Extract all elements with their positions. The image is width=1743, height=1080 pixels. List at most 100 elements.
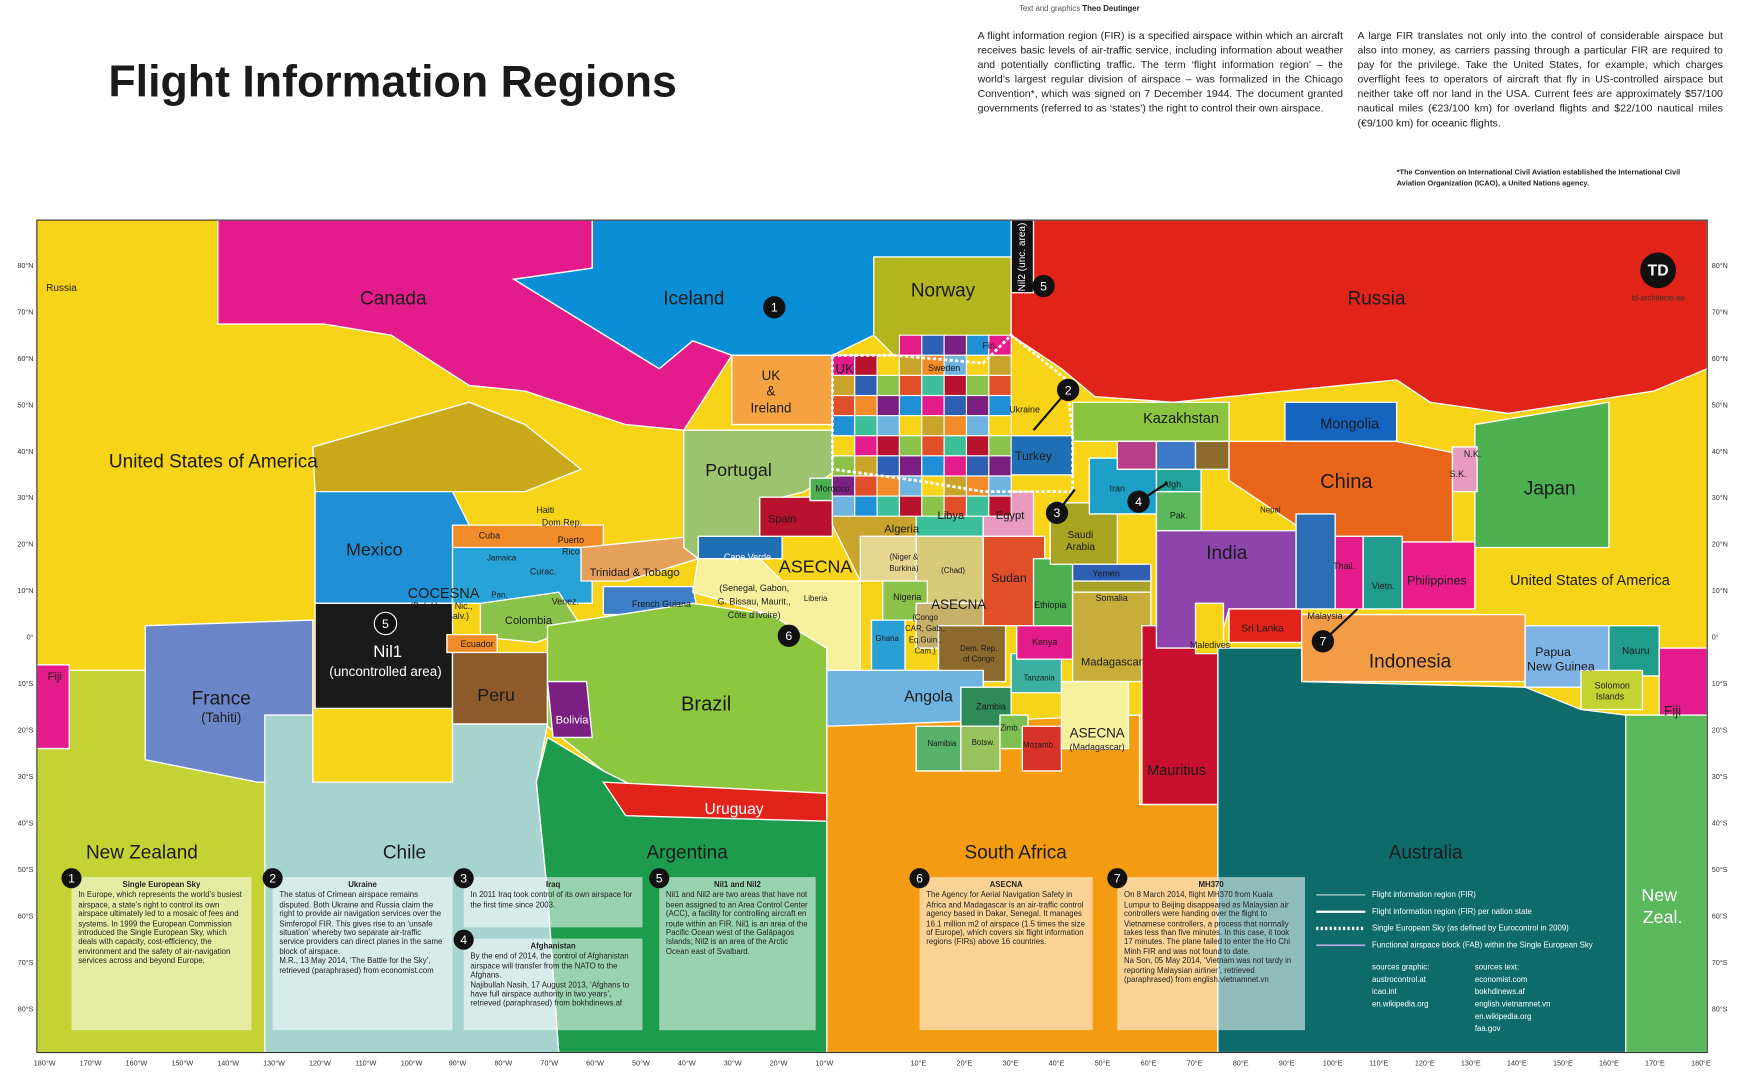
note-box xyxy=(919,877,1093,1031)
note-text: In 2011 Iraq took control of its own air… xyxy=(470,892,633,910)
region-label: Pak. xyxy=(1170,511,1188,521)
region-label: Mexico xyxy=(346,540,403,560)
region-label: Eq.Guin., xyxy=(909,635,942,644)
region-label: Norway xyxy=(911,281,976,302)
europe-fir xyxy=(876,455,900,477)
region-label: Angola xyxy=(904,688,953,705)
page-title: Flight Information Regions xyxy=(108,58,676,107)
source-item: en.wikipedia.org xyxy=(1475,1012,1531,1021)
lon-label: 140°W xyxy=(217,1059,239,1068)
lon-label: 50°E xyxy=(1095,1059,1111,1068)
europe-fir xyxy=(831,495,856,517)
region-label: ASECNA xyxy=(1070,726,1125,741)
europe-fir xyxy=(898,415,923,437)
region-label: Morocco xyxy=(815,484,849,494)
fir-region xyxy=(697,535,783,560)
region-label: Namibia xyxy=(928,739,957,748)
fir-region xyxy=(1295,513,1336,610)
region-label: Algeria xyxy=(884,524,920,536)
fir-region xyxy=(1116,440,1158,470)
fir-region xyxy=(1401,541,1476,610)
region-label: Yemen xyxy=(1092,569,1119,579)
region-label: Sweden xyxy=(928,363,960,373)
note-text: Nil1 and Nil2 are two areas that have no… xyxy=(665,892,808,957)
marker-number: 2 xyxy=(1065,383,1072,397)
region-label: Burkina) xyxy=(889,564,918,573)
lat-label: 0° xyxy=(27,633,34,642)
note-content: Afghanistan By the end of 2014, the contr… xyxy=(470,943,629,1008)
footnote: *The Convention on International Civil A… xyxy=(1396,168,1681,188)
lon-label: 90°E xyxy=(1279,1059,1295,1068)
lon-label: 150°W xyxy=(171,1059,193,1068)
region-label: Curac. xyxy=(530,566,556,576)
lat-label: 50°N xyxy=(1712,400,1728,409)
region-label: Somalia xyxy=(1096,593,1128,603)
lat-label: 20°S xyxy=(1712,726,1728,735)
fir-region xyxy=(36,664,70,750)
europe-fir xyxy=(943,374,968,397)
credit-name: Theo Deutinger xyxy=(1082,4,1139,13)
map-marker xyxy=(1311,630,1335,653)
lat-label: 40°N xyxy=(17,447,33,456)
note-box xyxy=(463,877,643,928)
lon-label: 160°E xyxy=(1599,1059,1619,1068)
note-title: Nil1 and Nil2 xyxy=(713,881,761,890)
marker-number: 1 xyxy=(771,301,778,315)
map-frame xyxy=(36,219,1708,1054)
region-label: Mauritius xyxy=(1147,763,1206,779)
region-label: United States of America xyxy=(1510,573,1671,589)
region-label: Zeal. xyxy=(1643,907,1683,927)
fir-region xyxy=(1060,680,1130,750)
region-label: Saudi xyxy=(1068,530,1094,541)
note-content: MH370 On 8 March 2014, flight MH370 from … xyxy=(1124,882,1292,985)
region-label: French Guiana xyxy=(632,599,691,609)
note-number: 7 xyxy=(1114,872,1121,886)
note-text: On 8 March 2014, flight MH370 from Kuala… xyxy=(1124,892,1290,957)
lon-label: 60°E xyxy=(1141,1059,1157,1068)
europe-fir xyxy=(831,415,856,437)
marker-number: 6 xyxy=(785,629,792,643)
lon-label: 170°E xyxy=(1645,1059,1665,1068)
fir-region xyxy=(1021,725,1063,772)
fir-region xyxy=(1580,669,1644,711)
note-source: Na Son, 05 May 2014, ‘Vietnam was not ta… xyxy=(1124,957,1292,985)
region-label: United States of America xyxy=(109,452,318,473)
lon-label: 170°W xyxy=(80,1059,102,1068)
region-label: Cuba xyxy=(479,531,500,541)
region-label: Cam.) xyxy=(914,646,936,655)
lat-label: 10°S xyxy=(1712,679,1728,688)
region-label: Mongolia xyxy=(1320,416,1380,432)
lat-label: 10°S xyxy=(18,679,34,688)
region-label: N.K. xyxy=(1464,449,1481,459)
lon-label: 180°E xyxy=(1691,1059,1711,1068)
lat-label: 20°N xyxy=(17,540,33,549)
note: Ukraine The status of Crimean airspace re… xyxy=(273,877,453,981)
lat-label: 80°S xyxy=(1712,1005,1728,1014)
fir-region xyxy=(937,625,1007,683)
note-number: 3 xyxy=(460,872,467,886)
note-source: M.R., 13 May 2014, ‘The Battle for the S… xyxy=(279,957,434,975)
note-number: 5 xyxy=(656,872,663,886)
lon-label: 60°W xyxy=(586,1059,604,1068)
europe-fir xyxy=(921,415,945,437)
lat-label: 40°S xyxy=(18,819,34,828)
lat-label: 60°S xyxy=(18,912,34,921)
region-label: Trinidad & Tobago xyxy=(590,567,680,579)
legend-label: Flight information region (FIR) per nati… xyxy=(1372,907,1532,916)
europe-fir xyxy=(988,354,1012,376)
region-label: (Chad) xyxy=(941,566,965,575)
region-label: Argentina xyxy=(647,843,729,864)
region-label: (Niger & xyxy=(890,553,919,562)
note: Nil1 and Nil2 Nil1 and Nil2 are two areas… xyxy=(659,877,815,962)
nil2-label: Nil2 (unc. area) xyxy=(1017,223,1028,292)
region-label: Papua xyxy=(1535,645,1571,659)
lon-label: 40°W xyxy=(678,1059,696,1068)
note-content: Ukraine The status of Crimean airspace re… xyxy=(273,877,453,981)
region-label: Haiti xyxy=(536,505,554,515)
lat-label: 70°S xyxy=(18,958,34,967)
intro-right: A large FIR translates not only into the… xyxy=(1357,29,1723,129)
europe-fir xyxy=(988,475,1012,497)
note-number: 6 xyxy=(916,872,923,886)
region-label: Nauru xyxy=(1622,646,1649,657)
